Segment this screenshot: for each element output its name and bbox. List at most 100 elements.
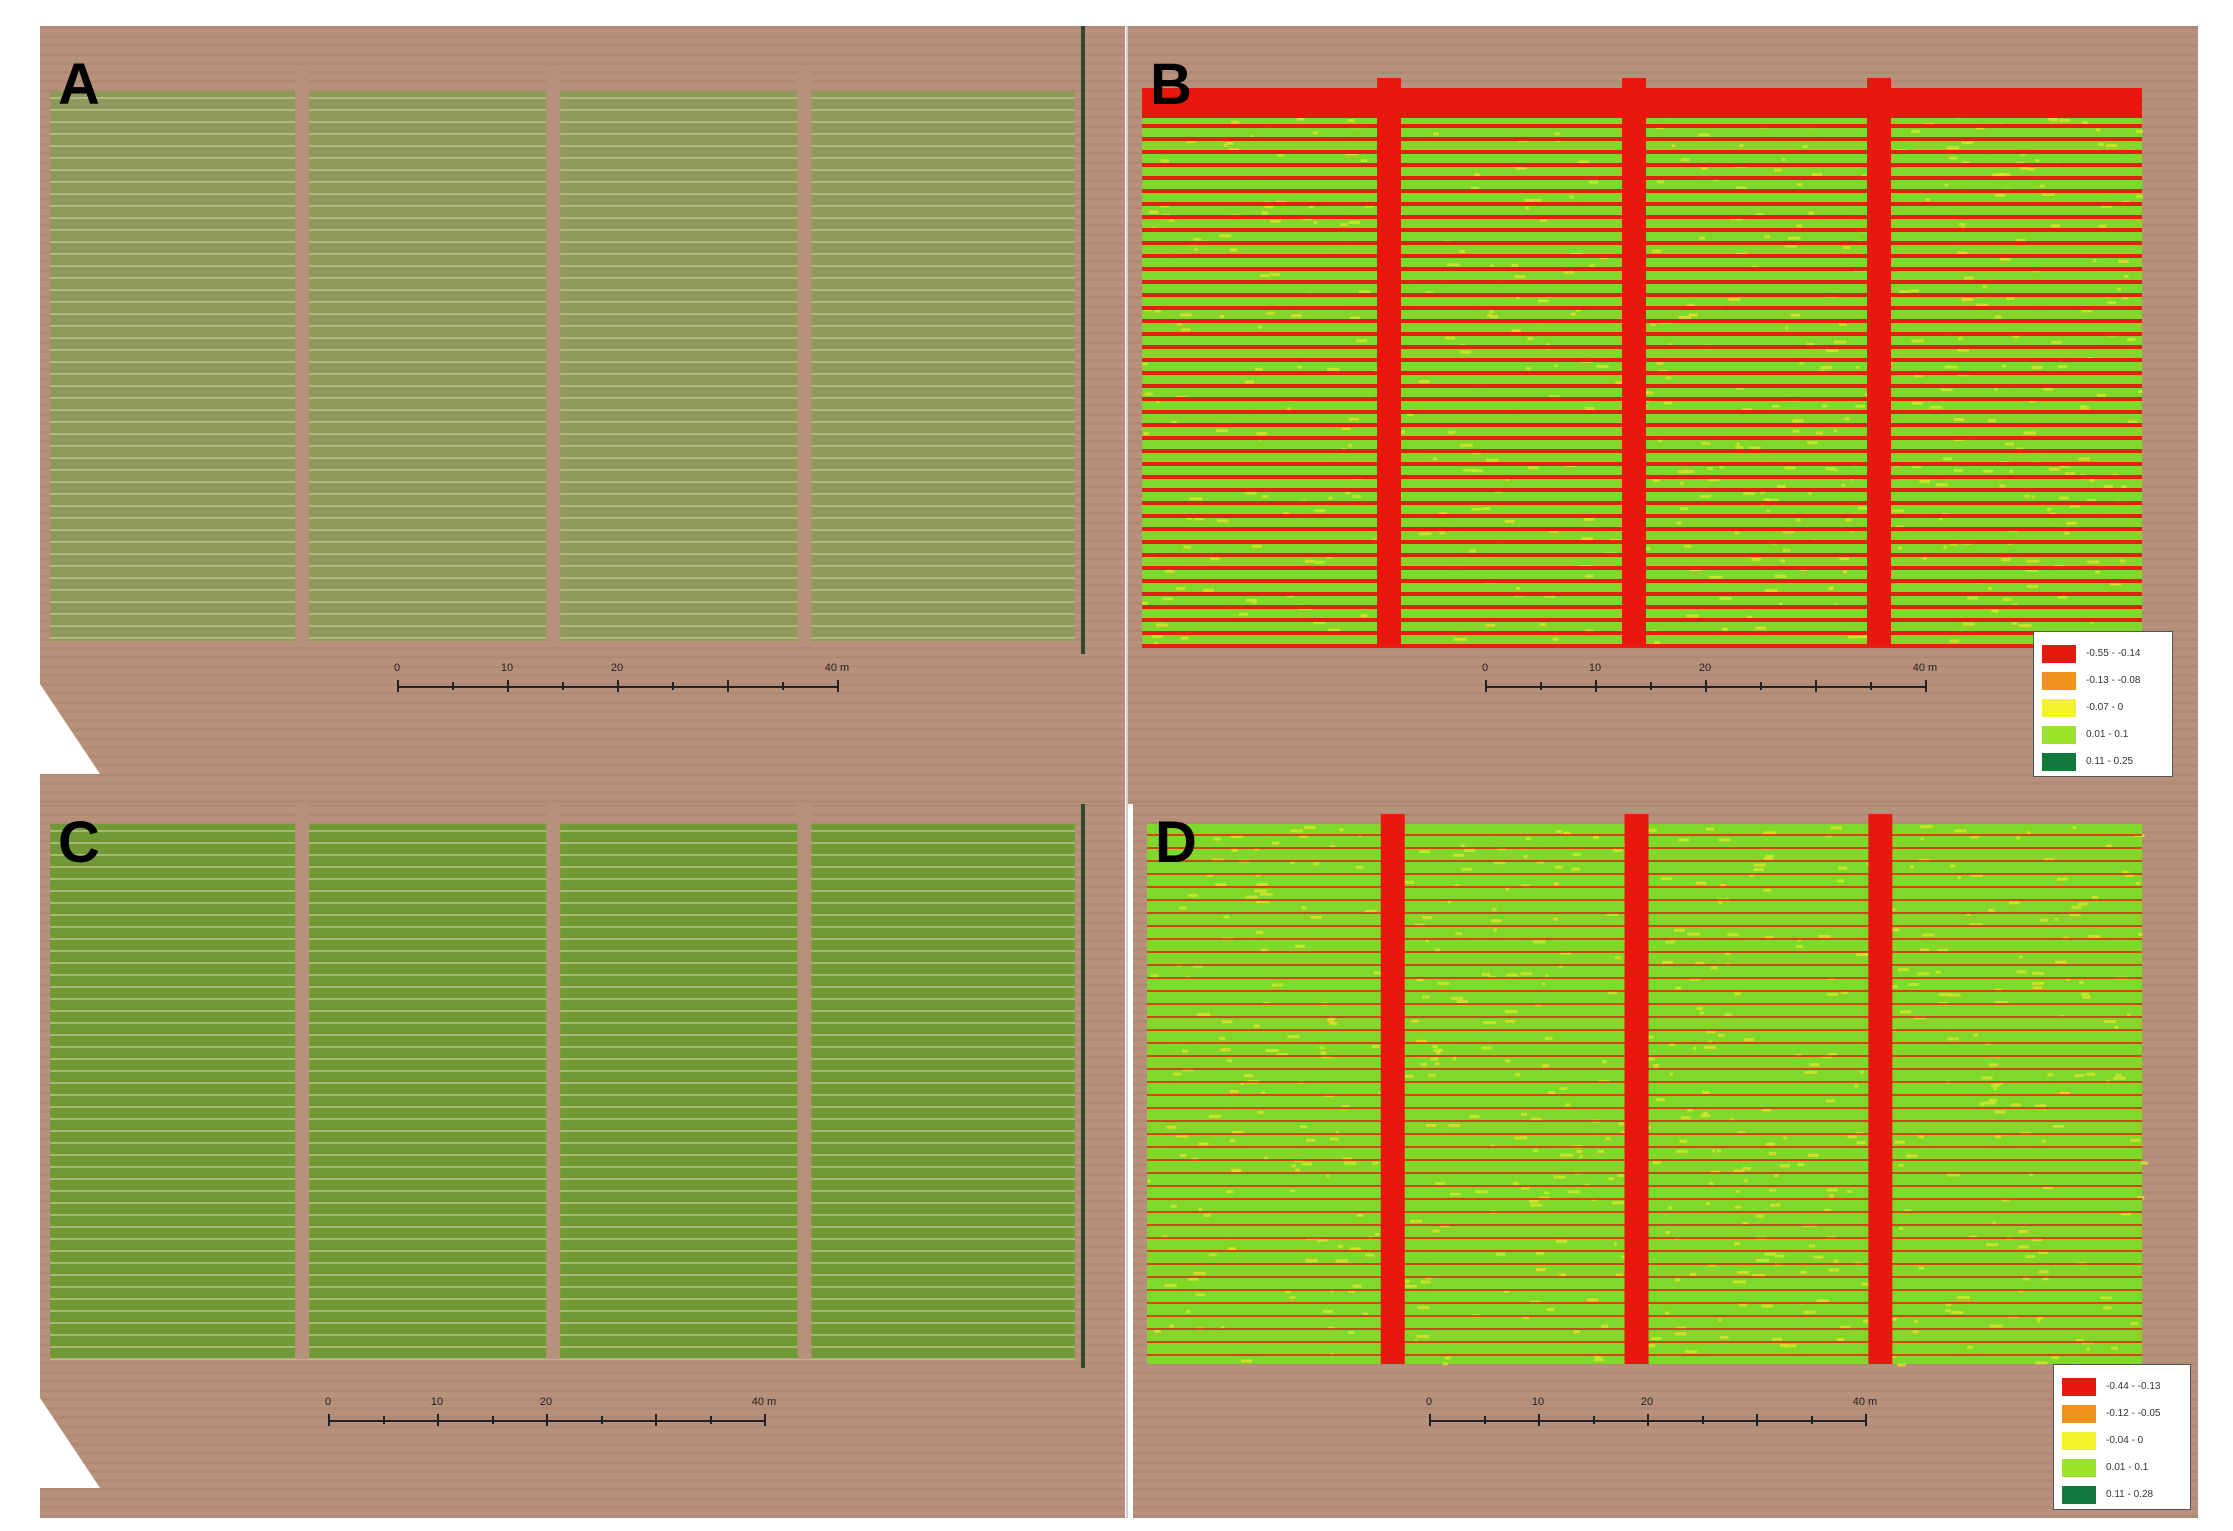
scale-tick (452, 682, 454, 690)
scale-bar-a: 0 10 20 40 m (393, 662, 849, 696)
scale-tick-label: 40 m (1912, 662, 1938, 674)
panel-d: D 0 10 20 40 m -0.44 - -0.13 -0.12 - -0.05 -0… (1133, 804, 2198, 1518)
scale-tick (562, 682, 564, 690)
legend-swatch (2042, 725, 2076, 744)
legend-item: 0.11 - 0.25 (2042, 748, 2164, 775)
scale-tick (382, 1416, 385, 1424)
scale-tick (491, 1416, 494, 1424)
scale-tick (1592, 1416, 1595, 1424)
legend-label: -0.07 - 0 (2086, 702, 2124, 713)
legend-item: -0.12 - -0.05 (2062, 1400, 2182, 1427)
legend-item: 0.01 - 0.1 (2062, 1454, 2182, 1481)
legend-label: 0.01 - 0.1 (2106, 1462, 2149, 1473)
panel-label-b: B (1150, 52, 1192, 117)
legend-item: -0.13 - -0.08 (2042, 667, 2164, 694)
legend-label: -0.13 - -0.08 (2086, 675, 2141, 686)
scale-tick (1810, 1416, 1813, 1424)
scale-tick (1540, 682, 1542, 690)
legend-d: -0.44 - -0.13 -0.12 - -0.05 -0.04 - 0 0.01 … (2053, 1364, 2191, 1510)
scale-tick (1538, 1414, 1540, 1426)
legend-swatch (2042, 644, 2076, 663)
legend-label: -0.55 - -0.14 (2086, 648, 2141, 659)
panel-c: C 0 10 20 40 m (40, 804, 1125, 1518)
scale-bar-c: 0 10 20 40 m (324, 1396, 776, 1430)
scale-tick-label: 10 (1588, 662, 1602, 674)
legend-swatch (2062, 1458, 2096, 1477)
legend-swatch (2062, 1485, 2096, 1504)
scale-tick (600, 1416, 603, 1424)
panel-b: B 0 10 20 40 m -0.55 - -0.14 -0.13 - -0.08 -0… (1128, 26, 2198, 804)
legend-label: 0.11 - 0.28 (2106, 1489, 2154, 1500)
scale-tick-label: 0 (324, 1396, 332, 1408)
scale-tick (1865, 1414, 1867, 1426)
scale-tick (546, 1414, 548, 1426)
scale-tick-label: 40 m (824, 662, 850, 674)
index-map-d (1133, 804, 2198, 1518)
legend-item: 0.01 - 0.1 (2042, 721, 2164, 748)
scale-tick (328, 1414, 330, 1426)
scale-tick (1483, 1416, 1486, 1424)
scale-tick (837, 680, 839, 692)
scale-tick-label: 10 (1531, 1396, 1545, 1408)
scale-tick (1485, 680, 1487, 692)
scale-tick (1870, 682, 1872, 690)
legend-swatch (2042, 752, 2076, 771)
scale-tick (1815, 680, 1817, 692)
legend-label: 0.11 - 0.25 (2086, 756, 2134, 767)
legend-swatch (2062, 1404, 2096, 1423)
scale-tick (782, 682, 784, 690)
index-map-b (1128, 26, 2198, 804)
legend-label: -0.44 - -0.13 (2106, 1381, 2161, 1392)
legend-item: -0.04 - 0 (2062, 1427, 2182, 1454)
scale-tick (1925, 680, 1927, 692)
panel-divider (1126, 26, 1128, 1518)
scale-bar-d: 0 10 20 40 m (1425, 1396, 1877, 1430)
legend-swatch (2042, 671, 2076, 690)
scale-tick (397, 680, 399, 692)
legend-item: 0.11 - 0.28 (2062, 1481, 2182, 1508)
scale-tick (1595, 680, 1597, 692)
scale-bar-b: 0 10 20 40 m (1481, 662, 1937, 696)
scale-tick-label: 40 m (751, 1396, 777, 1408)
scale-tick (1650, 682, 1652, 690)
scale-tick-label: 20 (1698, 662, 1712, 674)
scale-tick (1760, 682, 1762, 690)
legend-item: -0.07 - 0 (2042, 694, 2164, 721)
scale-tick-label: 0 (1425, 1396, 1433, 1408)
scale-tick (1705, 680, 1707, 692)
scale-tick-label: 20 (539, 1396, 553, 1408)
legend-label: -0.12 - -0.05 (2106, 1408, 2161, 1419)
panel-label-d: D (1155, 810, 1197, 875)
scale-tick-label: 40 m (1852, 1396, 1878, 1408)
panel-label-a: A (58, 52, 100, 117)
scale-tick-label: 0 (393, 662, 401, 674)
legend-swatch (2062, 1431, 2096, 1450)
legend-b: -0.55 - -0.14 -0.13 - -0.08 -0.07 - 0 0.01 … (2033, 631, 2173, 777)
scale-tick (655, 1414, 657, 1426)
scale-tick (709, 1416, 712, 1424)
aerial-rgb-map-c (40, 804, 1125, 1518)
aerial-rgb-map-a (40, 26, 1125, 804)
scale-tick (1701, 1416, 1704, 1424)
scale-tick-label: 20 (610, 662, 624, 674)
scale-tick (764, 1414, 766, 1426)
panel-label-c: C (58, 810, 100, 875)
scale-tick-label: 10 (500, 662, 514, 674)
scale-tick-label: 10 (430, 1396, 444, 1408)
legend-swatch (2062, 1377, 2096, 1396)
scale-tick (507, 680, 509, 692)
legend-label: 0.01 - 0.1 (2086, 729, 2129, 740)
scale-tick (1756, 1414, 1758, 1426)
scale-tick (1429, 1414, 1431, 1426)
scale-tick (727, 680, 729, 692)
scale-tick-label: 20 (1640, 1396, 1654, 1408)
scale-tick (437, 1414, 439, 1426)
legend-item: -0.44 - -0.13 (2062, 1373, 2182, 1400)
scale-tick (617, 680, 619, 692)
scale-tick (672, 682, 674, 690)
legend-label: -0.04 - 0 (2106, 1435, 2144, 1446)
scale-tick (1647, 1414, 1649, 1426)
panel-a: A 0 10 20 40 m (40, 26, 1125, 804)
legend-swatch (2042, 698, 2076, 717)
scale-tick-label: 0 (1481, 662, 1489, 674)
